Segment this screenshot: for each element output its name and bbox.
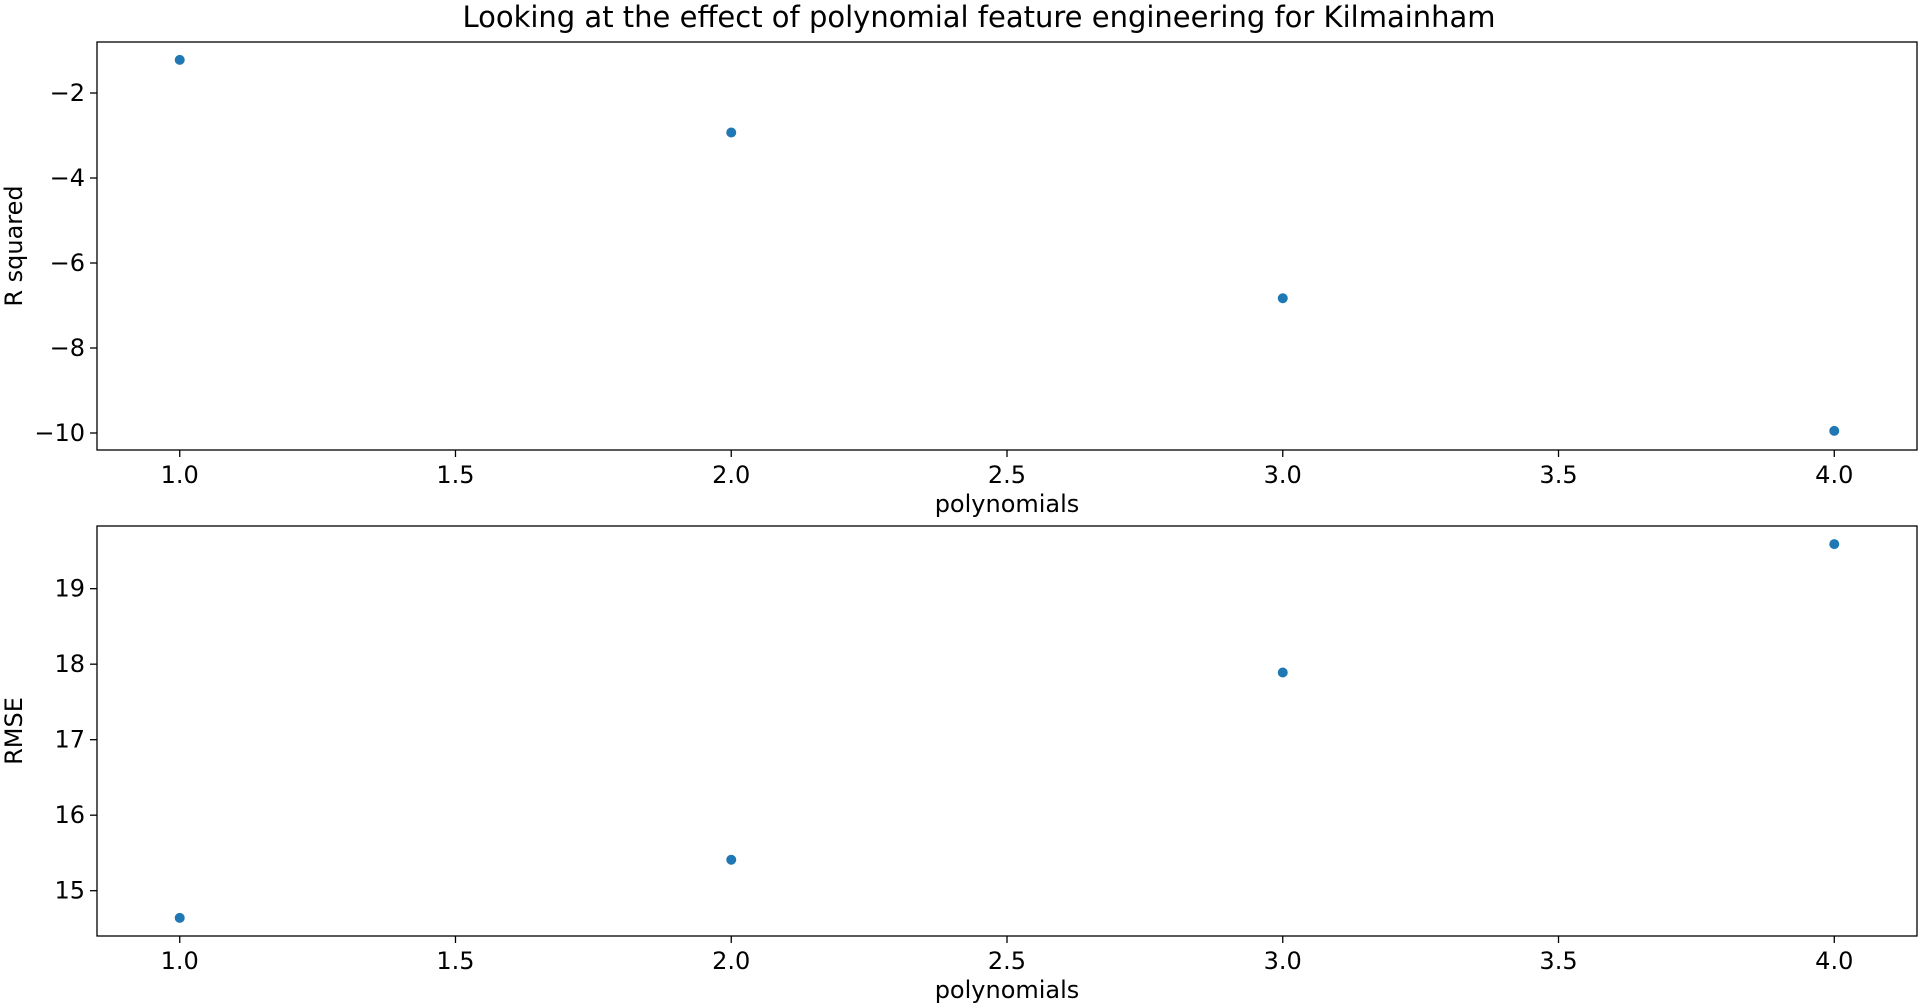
y-axis-label: R squared bbox=[0, 185, 28, 306]
data-point bbox=[726, 854, 737, 865]
x-tick-label: 3.0 bbox=[1264, 947, 1302, 975]
x-tick-label: 4.0 bbox=[1815, 947, 1853, 975]
axes-frame bbox=[96, 41, 1918, 451]
data-point bbox=[174, 54, 185, 65]
x-tick-label: 2.5 bbox=[988, 947, 1026, 975]
y-tick-label: 15 bbox=[54, 877, 85, 905]
figure-title: Looking at the effect of polynomial feat… bbox=[462, 0, 1495, 34]
data-point bbox=[1277, 667, 1288, 678]
y-tick-label: −2 bbox=[50, 79, 85, 107]
x-tick-label: 1.5 bbox=[436, 947, 474, 975]
y-axis-label: RMSE bbox=[0, 697, 28, 765]
y-tick-label: −8 bbox=[50, 334, 85, 362]
x-tick-label: 2.0 bbox=[712, 461, 750, 489]
y-tick-label: −4 bbox=[50, 164, 85, 192]
y-tick-label: 16 bbox=[54, 801, 85, 829]
chart-panel-2: 1.0 1.5 2.0 2.5 3.0 3.5 4.0 15 16 17 18 19 polynomia… bbox=[0, 525, 1918, 1003]
y-tick-label: 17 bbox=[54, 726, 85, 754]
x-axis-label: polynomials bbox=[935, 976, 1080, 1003]
x-tick-label: 3.5 bbox=[1539, 461, 1577, 489]
x-tick-label: 3.5 bbox=[1539, 947, 1577, 975]
x-tick-label: 1.0 bbox=[161, 947, 199, 975]
y-tick-label: 18 bbox=[54, 650, 85, 678]
y-tick-label: 19 bbox=[54, 575, 85, 603]
y-tick-label: −10 bbox=[34, 419, 85, 447]
x-tick-label: 2.0 bbox=[712, 947, 750, 975]
data-point bbox=[174, 912, 185, 923]
y-tick-label: −6 bbox=[50, 249, 85, 277]
x-tick-label: 3.0 bbox=[1264, 461, 1302, 489]
x-tick-label: 1.0 bbox=[161, 461, 199, 489]
x-tick-label: 1.5 bbox=[436, 461, 474, 489]
x-tick-label: 4.0 bbox=[1815, 461, 1853, 489]
data-point bbox=[1277, 293, 1288, 304]
x-tick-label: 2.5 bbox=[988, 461, 1026, 489]
data-point bbox=[1829, 425, 1840, 436]
data-point bbox=[1829, 539, 1840, 550]
x-axis-label: polynomials bbox=[935, 490, 1080, 518]
data-point bbox=[726, 127, 737, 138]
axes-frame bbox=[96, 525, 1918, 937]
chart-panel-1: 1.0 1.5 2.0 2.5 3.0 3.5 4.0 −2 −4 −6 −8 −10 polynomi… bbox=[0, 41, 1918, 518]
